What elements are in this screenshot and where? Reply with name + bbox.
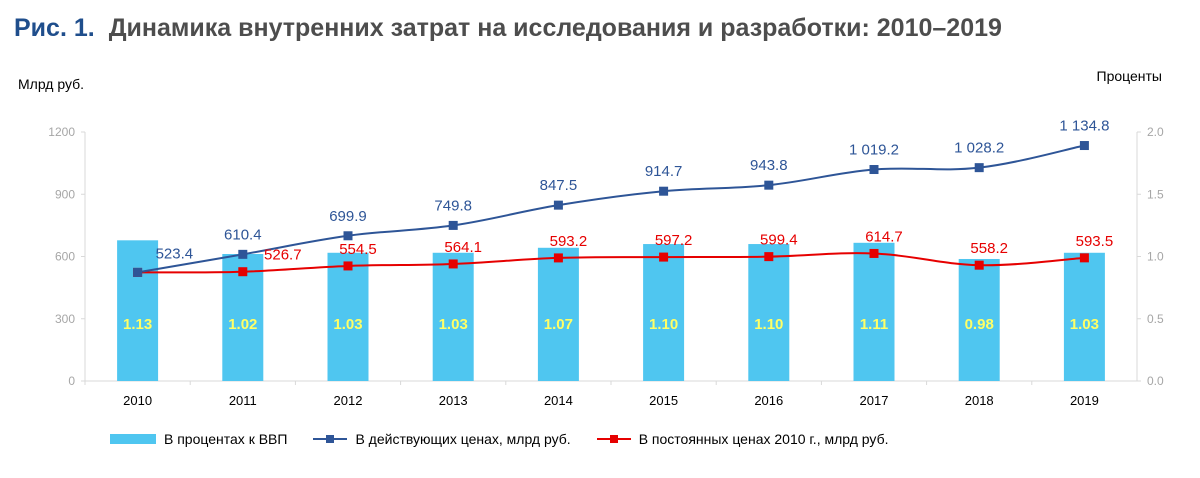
marker-constant-prices — [1079, 253, 1089, 263]
bar-data-label: 1.02 — [228, 316, 257, 333]
constant-price-label: 597.2 — [655, 232, 693, 249]
x-tick-label: 2019 — [1070, 393, 1099, 408]
bar-data-label: 1.03 — [333, 316, 362, 333]
bar-gdp-share — [1063, 252, 1105, 381]
x-tick-label: 2016 — [754, 393, 783, 408]
marker-current-prices — [659, 186, 669, 196]
figure-title: Динамика внутренних затрат на исследован… — [108, 14, 1002, 42]
bar-data-label: 1.03 — [439, 316, 468, 333]
marker-current-prices — [133, 267, 143, 277]
x-tick-label: 2014 — [544, 393, 573, 408]
legend-label-gdp-share: В процентах к ВВП — [164, 431, 288, 447]
current-price-label: 1 028.2 — [954, 140, 1004, 157]
marker-current-prices — [448, 220, 458, 230]
marker-constant-prices — [343, 261, 353, 271]
bar-gdp-share — [853, 242, 895, 381]
constant-price-label: 614.7 — [865, 228, 903, 245]
left-tick-label: 600 — [55, 250, 75, 264]
current-price-label: 699.9 — [329, 208, 367, 225]
constant-price-label: 558.2 — [970, 240, 1008, 257]
right-tick-label: 0.5 — [1147, 312, 1164, 326]
current-price-label: 523.4 — [156, 245, 194, 262]
bar-data-label: 1.03 — [1070, 316, 1099, 333]
bar-gdp-share — [327, 252, 369, 381]
bar-data-label: 1.10 — [754, 316, 783, 333]
constant-price-label: 593.2 — [550, 233, 588, 250]
right-tick-label: 1.5 — [1147, 187, 1164, 201]
current-price-label: 943.8 — [750, 157, 788, 174]
legend-item-gdp-share: В процентах к ВВП — [110, 431, 287, 447]
marker-current-prices — [238, 249, 248, 259]
bar-gdp-share — [432, 252, 474, 381]
series-line-constant-prices — [137, 252, 1085, 274]
x-tick-label: 2012 — [334, 393, 363, 408]
constant-price-label: 593.5 — [1076, 233, 1114, 250]
marker-constant-prices — [764, 252, 774, 262]
current-price-label: 847.5 — [540, 177, 578, 194]
legend-swatch-constant — [596, 433, 631, 445]
marker-current-prices — [869, 165, 879, 175]
right-tick-label: 0.0 — [1147, 374, 1164, 388]
left-tick-label: 300 — [55, 312, 75, 326]
series-line-current-prices — [137, 144, 1085, 274]
x-tick-label: 2017 — [860, 393, 889, 408]
right-tick-label: 1.0 — [1147, 250, 1164, 264]
constant-price-label: 526.7 — [264, 247, 302, 264]
right-axis-unit: Проценты — [1096, 68, 1163, 84]
x-tick-label: 2010 — [123, 393, 152, 408]
figure-number: Рис. 1. — [14, 14, 95, 42]
marker-constant-prices — [553, 253, 563, 263]
chart-title: Рис. 1. Динамика внутренних затрат на исс… — [14, 14, 1002, 43]
legend-item-constant-prices: В постоянных ценах 2010 г., млрд руб. — [596, 431, 889, 447]
marker-constant-prices — [869, 248, 879, 258]
marker-constant-prices — [659, 252, 669, 262]
chart-legend: В процентах к ВВП В действующих ценах, м… — [110, 428, 915, 450]
bar-gdp-share — [117, 240, 159, 381]
current-price-label: 749.8 — [434, 197, 472, 214]
marker-constant-prices — [238, 267, 248, 277]
legend-swatch-current — [313, 433, 348, 445]
legend-item-current-prices: В действующих ценах, млрд руб. — [313, 431, 571, 447]
current-price-label: 1 019.2 — [849, 142, 899, 159]
bar-data-label: 1.11 — [860, 316, 888, 333]
legend-label-current-prices: В действующих ценах, млрд руб. — [355, 431, 571, 447]
left-tick-label: 0 — [68, 374, 75, 388]
current-price-label: 610.4 — [224, 226, 262, 243]
bar-gdp-share — [748, 244, 790, 381]
legend-label-constant-prices: В постоянных ценах 2010 г., млрд руб. — [638, 431, 889, 447]
right-tick-label: 2.0 — [1147, 125, 1164, 139]
marker-constant-prices — [448, 259, 458, 269]
x-tick-label: 2013 — [439, 393, 468, 408]
marker-current-prices — [553, 200, 563, 210]
left-axis-unit: Млрд руб. — [18, 76, 85, 92]
bar-data-label: 1.10 — [649, 316, 678, 333]
bar-gdp-share — [537, 247, 579, 381]
x-tick-label: 2018 — [965, 393, 994, 408]
constant-price-label: 564.1 — [444, 239, 482, 256]
x-tick-label: 2015 — [649, 393, 678, 408]
marker-constant-prices — [974, 260, 984, 270]
bar-gdp-share — [958, 258, 1000, 381]
bar-data-label: 1.13 — [123, 316, 152, 333]
constant-price-label: 599.4 — [760, 232, 798, 249]
marker-current-prices — [1079, 141, 1089, 151]
current-price-label: 914.7 — [645, 163, 683, 180]
marker-current-prices — [343, 231, 353, 241]
legend-swatch-bar — [110, 434, 156, 444]
x-tick-label: 2011 — [229, 393, 257, 408]
left-tick-label: 900 — [55, 187, 75, 201]
constant-price-label: 554.5 — [339, 241, 377, 258]
bar-data-label: 1.07 — [544, 316, 573, 333]
bar-gdp-share — [643, 244, 685, 381]
left-tick-label: 1200 — [48, 125, 75, 139]
marker-current-prices — [974, 163, 984, 173]
marker-current-prices — [764, 180, 774, 190]
bar-data-label: 0.98 — [965, 316, 994, 333]
current-price-label: 1 134.8 — [1059, 118, 1109, 135]
